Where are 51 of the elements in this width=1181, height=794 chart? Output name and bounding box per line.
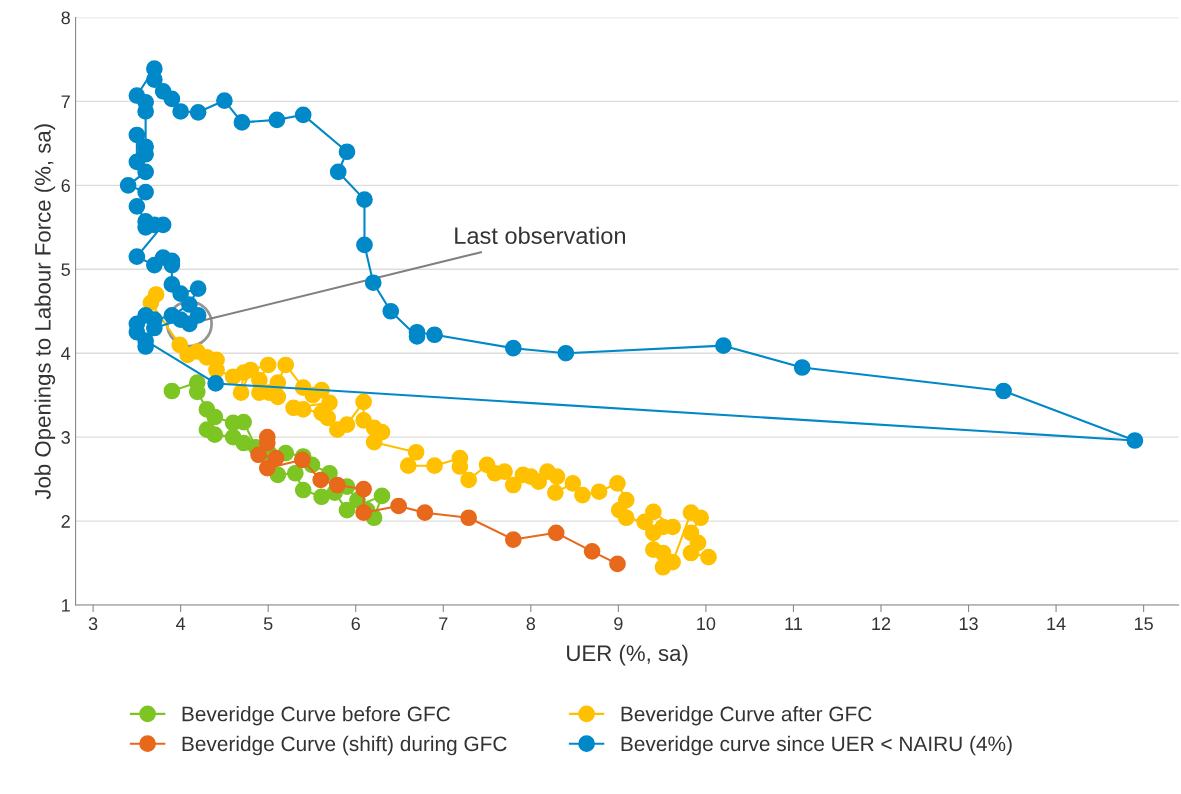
point (583, 542, 601, 560)
point (355, 480, 372, 498)
point (460, 509, 477, 527)
point (416, 504, 434, 522)
legend-label: Beveridge curve since UER < NAIRU (4%) (621, 735, 1012, 756)
y-tick-label: 6 (61, 179, 70, 193)
point (250, 446, 267, 464)
y-tick-label: 1 (62, 599, 70, 612)
point (329, 476, 346, 494)
point (547, 524, 565, 542)
x-tick-label: 12 (872, 617, 891, 630)
x-tick-label: 9 (614, 617, 623, 631)
y-tick-label: 8 (61, 11, 70, 25)
point (338, 501, 356, 519)
point (286, 464, 304, 482)
point (609, 555, 626, 573)
x-tick-label: 11 (785, 617, 802, 630)
x-tick-label: 7 (439, 617, 448, 630)
point (163, 382, 181, 400)
x-tick-label: 5 (263, 617, 273, 631)
point (504, 531, 522, 548)
point (313, 488, 330, 506)
point (312, 471, 330, 489)
point (224, 428, 242, 446)
x-tick-label: 6 (351, 617, 360, 631)
point (198, 421, 216, 438)
point (293, 451, 311, 469)
y-tick-label: 3 (61, 431, 70, 444)
x-tick-label: 4 (176, 617, 186, 630)
x-tick-label: 15 (1134, 617, 1153, 631)
point (390, 497, 407, 515)
x-tick-label: 3 (88, 617, 98, 631)
y-axis-title: Job Openings to Labour Force (%, sa) (34, 124, 56, 500)
y-tick-label: 4 (61, 347, 71, 360)
y-tick-label: 7 (61, 95, 70, 108)
x-tick-label: 14 (1047, 617, 1066, 630)
x-tick-label: 8 (526, 617, 536, 631)
y-tick-label: 5 (61, 263, 70, 276)
legend-label: Beveridge Curve before GFC (182, 706, 450, 726)
point (258, 459, 276, 477)
legend-label: Beveridge Curve after GFC (621, 706, 872, 726)
x-tick-label: 13 (959, 617, 978, 631)
legend-label: Beveridge Curve (shift) during GFC (182, 735, 507, 756)
point (206, 408, 224, 426)
point (294, 481, 312, 499)
annotation: Last observation (455, 226, 625, 245)
point (373, 487, 391, 505)
y-tick-label: 2 (61, 515, 70, 528)
x-tick-label: 10 (697, 617, 716, 631)
point (355, 504, 372, 522)
x-axis-title: UER (%, sa) (567, 644, 688, 666)
